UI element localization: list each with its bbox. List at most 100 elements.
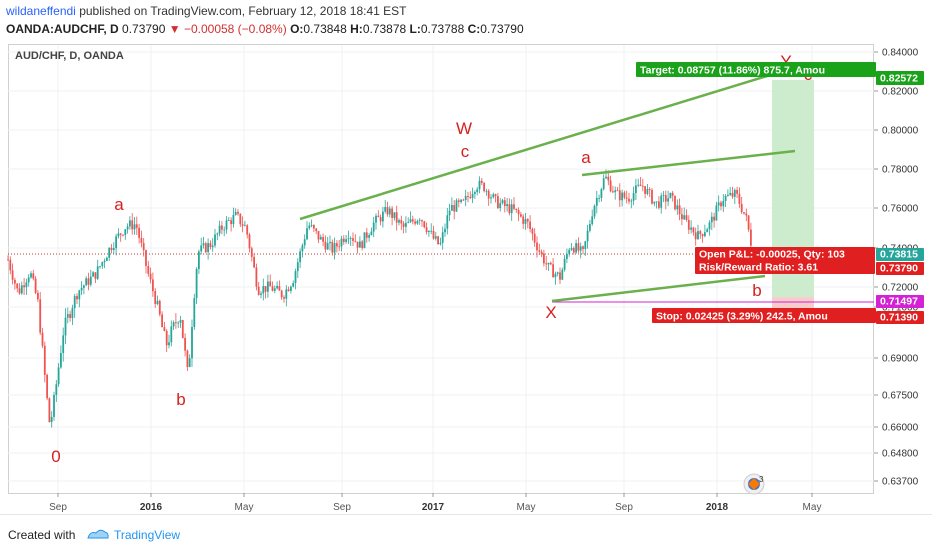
- candle-body: [529, 221, 531, 229]
- candle-body: [536, 242, 538, 251]
- username-link[interactable]: wildaneffendi: [6, 4, 76, 18]
- candle-body: [561, 269, 564, 280]
- candle-body: [743, 212, 745, 214]
- wave-label: a: [581, 148, 591, 167]
- candle-body: [540, 251, 543, 254]
- close-label: C:: [467, 22, 481, 36]
- candle-body: [531, 228, 534, 234]
- candle-body: [317, 231, 320, 240]
- y-tick-label: 0.69000: [882, 354, 919, 365]
- candle-body: [221, 225, 223, 230]
- candle-body: [639, 184, 642, 186]
- candle-body: [494, 194, 497, 197]
- candle-body: [370, 231, 373, 236]
- candle-body: [9, 259, 12, 271]
- candle-body: [464, 196, 467, 200]
- candle-body: [359, 241, 361, 248]
- candle-body: [237, 211, 239, 214]
- candle-body: [66, 314, 69, 318]
- candle-body: [333, 243, 336, 253]
- y-tick-label: 0.78000: [882, 165, 919, 176]
- candle-body: [46, 374, 48, 399]
- candle-body: [39, 299, 42, 333]
- candle-body: [290, 286, 292, 291]
- candle-body: [108, 247, 111, 258]
- price-change: ▼ −0.00058 (−0.08%): [168, 22, 287, 36]
- candle-body: [76, 296, 78, 300]
- candle-body: [303, 239, 306, 246]
- candle-body: [239, 213, 242, 225]
- candle-body: [386, 207, 389, 215]
- candle-body: [570, 248, 573, 250]
- candle-body: [432, 230, 435, 239]
- y-tick-label: 0.82000: [882, 87, 919, 98]
- y-tick-label: 0.64800: [882, 449, 919, 460]
- candle-body: [428, 230, 430, 233]
- candle-body: [71, 308, 74, 319]
- candle-body: [200, 245, 203, 252]
- candle-body: [57, 367, 60, 385]
- last-price: 0.73790: [122, 22, 166, 36]
- candle-body: [747, 215, 750, 230]
- candle-body: [163, 327, 166, 331]
- candle-body: [662, 195, 665, 196]
- wave-label: b: [176, 390, 185, 409]
- candle-body: [444, 228, 446, 233]
- candle-body: [115, 236, 117, 249]
- x-tick-label: Sep: [615, 502, 633, 513]
- candle-body: [405, 222, 407, 227]
- upper-trend-line: [299, 70, 781, 221]
- candle-body: [30, 273, 32, 278]
- candle-body: [526, 219, 529, 222]
- price-chart[interactable]: 0abWcaXbYc 0.840000.820000.800000.780000…: [0, 0, 932, 514]
- candle-body: [628, 198, 630, 202]
- candle-body: [177, 322, 180, 324]
- candle-body: [430, 230, 433, 232]
- candle-body: [99, 266, 101, 267]
- tradingview-brand-link[interactable]: TradingView: [114, 528, 181, 542]
- candle-body: [308, 225, 311, 229]
- candle-body: [315, 228, 318, 232]
- candle-body: [379, 217, 382, 222]
- candle-body: [437, 236, 439, 245]
- candle-body: [87, 278, 90, 285]
- candle-body: [398, 220, 400, 223]
- candle-body: [699, 231, 702, 235]
- candle-body: [287, 289, 290, 291]
- candle-body: [37, 292, 39, 300]
- candle-body: [382, 211, 384, 222]
- published-text: published on TradingView.com, February 1…: [79, 4, 407, 18]
- candle-body: [41, 332, 44, 346]
- candle-body: [708, 222, 711, 230]
- candle-body: [727, 194, 729, 196]
- candle-body: [43, 345, 46, 375]
- candle-body: [658, 201, 660, 208]
- candle-body: [467, 196, 469, 197]
- ohlc-line: OANDA:AUDCHF, D 0.73790 ▼ −0.00058 (−0.0…: [6, 22, 524, 36]
- candle-body: [211, 245, 214, 248]
- candle-body: [600, 189, 603, 198]
- candle-body: [246, 225, 249, 235]
- candle-body: [32, 273, 35, 279]
- candle-body: [690, 227, 692, 230]
- candle-body: [653, 201, 656, 204]
- candle-body: [674, 195, 676, 210]
- candle-body: [589, 224, 591, 231]
- publish-line: wildaneffendi published on TradingView.c…: [6, 4, 407, 18]
- candle-body: [340, 238, 343, 247]
- candle-body: [103, 260, 106, 263]
- candle-body: [347, 238, 350, 240]
- candle-body: [165, 330, 168, 346]
- entry-price-badge-text: 0.71497: [880, 296, 918, 308]
- open-value: 0.73848: [303, 22, 347, 36]
- tradingview-logo-icon[interactable]: [86, 527, 110, 546]
- wave-label: W: [456, 119, 472, 138]
- candle-body: [471, 193, 474, 198]
- candle-body: [69, 314, 71, 319]
- candle-body: [655, 201, 658, 203]
- candle-body: [338, 246, 341, 248]
- candle-body: [485, 190, 488, 192]
- time-axis: Sep 2016 May Sep 2017 May Sep 2018 May: [49, 493, 821, 513]
- candle-body: [145, 250, 147, 266]
- candle-body: [614, 190, 617, 193]
